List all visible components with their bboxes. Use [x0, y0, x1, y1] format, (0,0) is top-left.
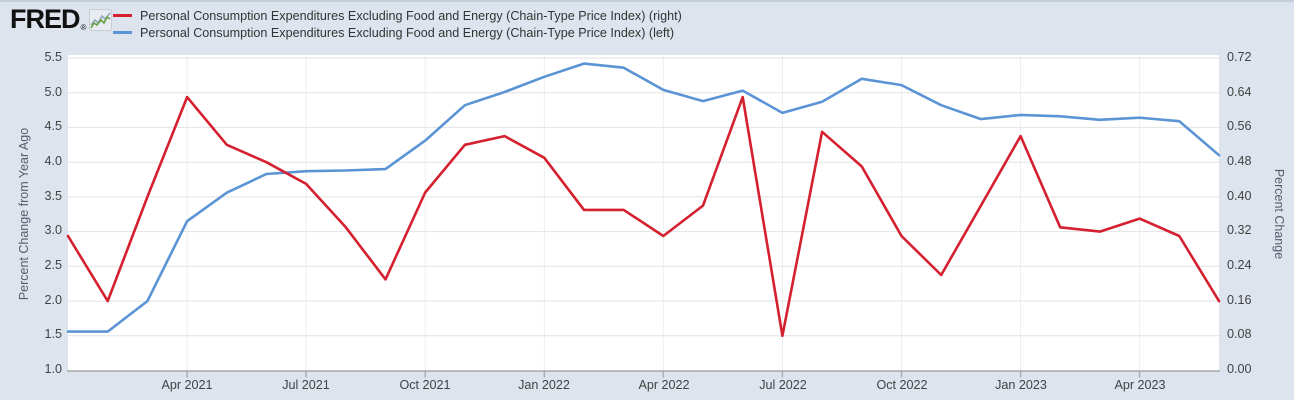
right-axis-tick: 0.24: [1227, 258, 1252, 272]
sparkline-icon: [89, 9, 113, 31]
legend-label-right-series: Personal Consumption Expenditures Exclud…: [140, 8, 682, 23]
chart-legend: Personal Consumption Expenditures Exclud…: [113, 7, 682, 41]
x-axis-tick: Jan 2022: [518, 378, 570, 392]
x-axis-tick: Oct 2021: [399, 378, 451, 392]
right-axis-tick: 0.32: [1227, 223, 1252, 237]
left-axis-tick: 5.0: [44, 85, 62, 99]
right-axis-tick: 0.08: [1227, 327, 1252, 341]
left-axis-tick: 3.0: [44, 223, 62, 237]
left-axis-tick: 1.0: [44, 362, 62, 376]
legend-swatch-blue: [113, 31, 132, 34]
legend-item-left-series[interactable]: Personal Consumption Expenditures Exclud…: [113, 24, 682, 41]
x-axis-tick: Jul 2022: [759, 378, 807, 392]
fred-logo[interactable]: FRED ®: [10, 4, 113, 34]
left-axis-tick: 5.5: [44, 50, 62, 64]
legend-label-left-series: Personal Consumption Expenditures Exclud…: [140, 25, 675, 40]
x-axis-tick: Apr 2023: [1114, 378, 1166, 392]
right-axis-tick: 0.40: [1227, 189, 1252, 203]
legend-item-right-series[interactable]: Personal Consumption Expenditures Exclud…: [113, 7, 682, 24]
right-axis-tick: 0.64: [1227, 85, 1252, 99]
left-axis-tick: 3.5: [44, 189, 62, 203]
left-axis-tick: 4.0: [44, 154, 62, 168]
x-axis-tick: Apr 2021: [161, 378, 213, 392]
right-axis-tick: 0.16: [1227, 293, 1252, 307]
x-axis-tick: Jul 2021: [282, 378, 330, 392]
fred-logo-text: FRED: [10, 4, 80, 34]
left-axis-tick: 2.0: [44, 293, 62, 307]
right-axis-tick: 0.48: [1227, 154, 1252, 168]
right-axis-tick: 0.72: [1227, 50, 1252, 64]
right-axis-title: Percent Change: [1272, 168, 1286, 260]
x-axis-tick: Oct 2022: [876, 378, 928, 392]
left-axis-tick: 4.5: [44, 119, 62, 133]
x-axis-tick: Apr 2022: [638, 378, 690, 392]
registered-trademark: ®: [80, 23, 87, 32]
x-axis-tick: Jan 2023: [995, 378, 1047, 392]
right-axis-tick: 0.00: [1227, 362, 1252, 376]
right-axis-tick: 0.56: [1227, 119, 1252, 133]
legend-swatch-red: [113, 14, 132, 17]
left-axis-tick: 2.5: [44, 258, 62, 272]
left-axis-title: Percent Change from Year Ago: [17, 127, 31, 301]
left-axis-tick: 1.5: [44, 327, 62, 341]
